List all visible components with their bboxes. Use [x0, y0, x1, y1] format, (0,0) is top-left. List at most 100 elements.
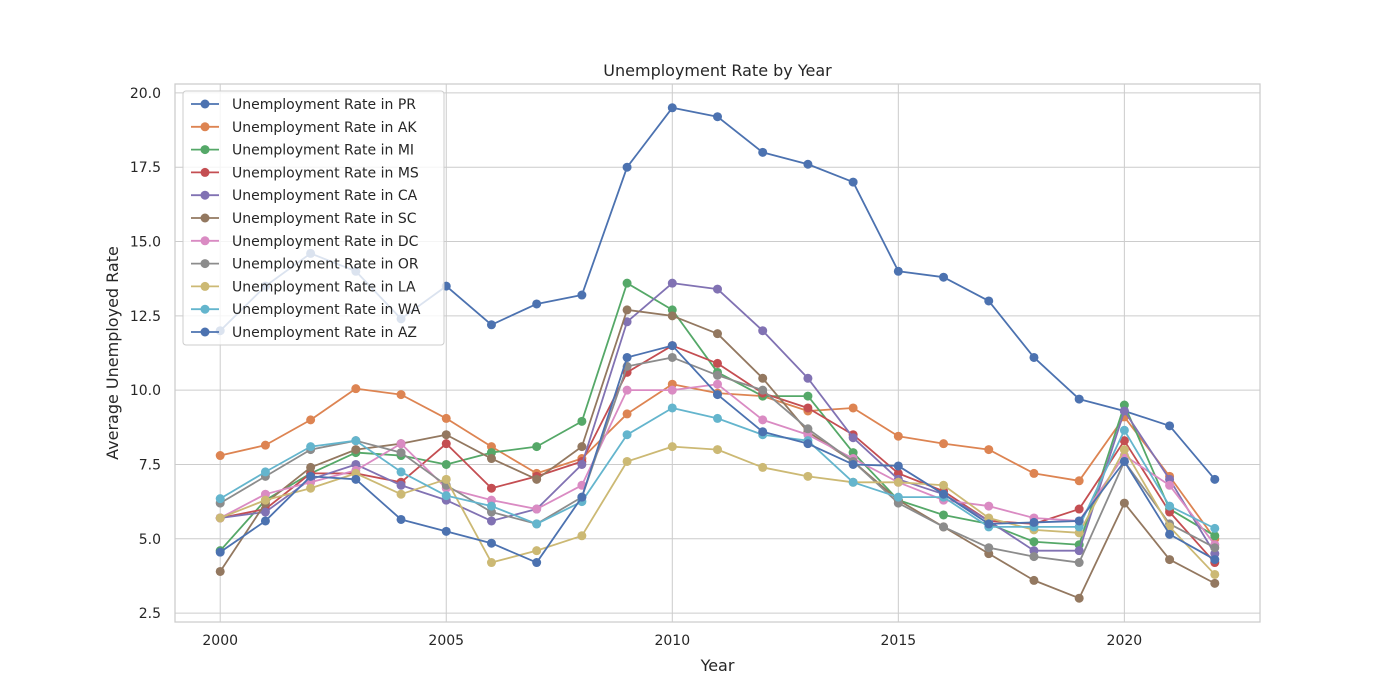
data-point	[803, 159, 813, 169]
data-point	[1165, 501, 1175, 511]
data-point	[803, 373, 813, 383]
legend-label: Unemployment Rate in AZ	[232, 325, 417, 341]
data-point	[1074, 476, 1084, 486]
data-point	[215, 566, 225, 576]
data-point	[215, 513, 225, 523]
data-point	[758, 385, 768, 395]
data-point	[848, 403, 858, 413]
data-point	[939, 480, 949, 490]
data-point	[713, 112, 722, 122]
data-point	[848, 459, 858, 469]
data-point	[1119, 456, 1129, 466]
data-point	[396, 467, 406, 477]
legend-item: Unemployment Rate in LA	[191, 279, 416, 295]
plot-frame	[174, 83, 1261, 623]
legend-marker	[200, 281, 210, 291]
data-point	[713, 379, 722, 389]
data-point	[1165, 480, 1175, 490]
data-point	[441, 474, 451, 484]
data-point	[532, 558, 542, 568]
data-point	[622, 430, 632, 440]
data-point	[396, 514, 406, 524]
data-point	[1210, 578, 1220, 588]
data-point	[803, 439, 813, 449]
legend-label: Unemployment Rate in DC	[232, 234, 419, 250]
legend-label: Unemployment Rate in CA	[232, 188, 418, 204]
data-point	[577, 459, 587, 469]
legend: Unemployment Rate in PR Unemployment Rate…	[182, 90, 445, 346]
data-point	[486, 454, 496, 464]
data-point	[893, 431, 903, 441]
data-point	[441, 491, 451, 501]
data-point	[396, 439, 406, 449]
data-point	[577, 442, 587, 452]
data-point	[396, 480, 406, 490]
data-point	[939, 510, 949, 520]
data-point	[1165, 421, 1175, 431]
data-point	[713, 284, 722, 294]
data-point	[486, 501, 496, 511]
y-tick-label: 2.5	[139, 606, 161, 622]
data-point	[667, 385, 677, 395]
data-point	[984, 519, 994, 529]
data-point	[306, 483, 316, 493]
data-point	[351, 384, 361, 394]
data-point	[1029, 352, 1039, 362]
legend-marker	[200, 190, 210, 200]
x-tick-label: 2010	[654, 633, 690, 649]
data-point	[260, 440, 270, 450]
data-point	[622, 162, 632, 172]
data-point	[486, 558, 496, 568]
data-point	[532, 546, 542, 556]
data-point	[532, 299, 542, 309]
legend-label: Unemployment Rate in PR	[232, 97, 416, 113]
data-point	[486, 516, 496, 526]
data-point	[758, 462, 768, 472]
data-point	[1119, 425, 1129, 435]
y-tick-label: 20.0	[130, 86, 161, 102]
data-point	[260, 507, 270, 517]
data-point	[622, 456, 632, 466]
legend-marker	[200, 145, 210, 155]
data-point	[713, 390, 722, 400]
data-point	[1074, 593, 1084, 603]
data-point	[1029, 552, 1039, 562]
data-point	[1029, 575, 1039, 585]
data-point	[622, 385, 632, 395]
data-point	[1074, 504, 1084, 514]
legend-label: Unemployment Rate in SC	[232, 211, 417, 227]
data-point	[215, 494, 225, 504]
data-point	[1029, 468, 1039, 478]
data-point	[758, 326, 768, 336]
legend-item: Unemployment Rate in PR	[191, 97, 416, 113]
data-point	[486, 483, 496, 493]
data-point	[1074, 558, 1084, 568]
data-point	[441, 459, 451, 469]
data-point	[803, 471, 813, 481]
legend-item: Unemployment Rate in OR	[191, 257, 419, 273]
data-point	[441, 413, 451, 423]
data-point	[758, 427, 768, 437]
data-point	[1210, 474, 1220, 484]
legend-item: Unemployment Rate in MS	[191, 165, 419, 181]
x-tick-label: 2020	[1107, 633, 1143, 649]
data-point	[622, 352, 632, 362]
data-point	[667, 103, 677, 113]
data-point	[1074, 546, 1084, 556]
data-point	[667, 341, 677, 351]
data-point	[532, 504, 542, 514]
series-la	[215, 442, 1220, 579]
data-point	[306, 471, 316, 481]
data-point	[667, 352, 677, 362]
data-point	[893, 266, 903, 276]
legend-item: Unemployment Rate in DC	[191, 234, 419, 250]
data-point	[1210, 543, 1220, 553]
data-point	[306, 415, 316, 425]
data-point	[713, 370, 722, 380]
data-point	[984, 296, 994, 306]
data-point	[351, 436, 361, 446]
x-axis-label: Year	[700, 656, 735, 675]
series-layer	[215, 103, 1220, 603]
legend-label: Unemployment Rate in OR	[232, 257, 419, 273]
